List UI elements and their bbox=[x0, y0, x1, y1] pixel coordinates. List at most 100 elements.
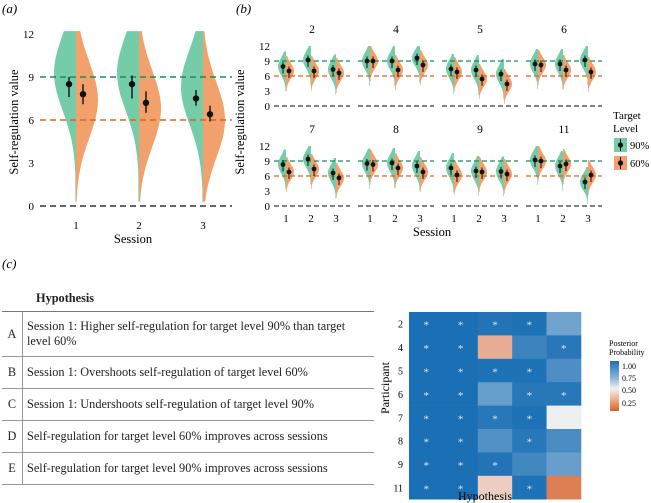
heatmap-cell bbox=[546, 312, 582, 336]
legend-title-2: Level bbox=[613, 123, 638, 135]
panel-a-ytick: 0 bbox=[29, 201, 35, 213]
heatmap-cell bbox=[443, 358, 479, 383]
hypothesis-text: Session 1: Overshoots self-regulation of… bbox=[22, 356, 374, 389]
heatmap-cell bbox=[443, 452, 479, 477]
mean-point bbox=[389, 58, 395, 64]
heatmap-ylabel: Participant bbox=[378, 361, 392, 414]
heatmap-xlabel: Hypothesis bbox=[458, 489, 512, 503]
hypothesis-label: A bbox=[2, 311, 23, 357]
legend: Target Level 90% 60% bbox=[613, 110, 650, 170]
panel-b-ytick: 9 bbox=[265, 56, 271, 68]
legend-label-60: 60% bbox=[630, 159, 650, 170]
mean-point bbox=[414, 163, 420, 169]
significance-star: * bbox=[458, 320, 464, 332]
heatmap-ytick: 6 bbox=[398, 390, 403, 401]
panel-b-xtick: 1 bbox=[451, 213, 457, 225]
panel-a-xtick: 2 bbox=[136, 220, 142, 232]
mean-point bbox=[454, 69, 460, 75]
mean-point bbox=[563, 67, 569, 73]
violin-60 bbox=[370, 149, 378, 185]
heatmap-cell bbox=[546, 452, 582, 477]
mean-point bbox=[454, 172, 460, 178]
hypothesis-label: C bbox=[2, 388, 23, 421]
panel-label-c: (c) bbox=[2, 256, 16, 271]
heatmap-cell bbox=[477, 452, 513, 477]
table-row: A Session 1: Higher self-regulation for … bbox=[2, 311, 374, 357]
significance-star: * bbox=[458, 460, 464, 472]
panel-b-ytick: 3 bbox=[265, 86, 271, 98]
panel-b-xtick: 3 bbox=[417, 213, 423, 225]
mean-point bbox=[414, 55, 420, 61]
mean-point bbox=[286, 68, 292, 74]
heatmap-cell bbox=[546, 429, 582, 453]
violin-90 bbox=[387, 46, 395, 86]
panel-b-xtick: 1 bbox=[535, 213, 541, 225]
violin-90 bbox=[117, 31, 139, 202]
mean-point bbox=[498, 71, 504, 77]
mean-point bbox=[336, 70, 342, 76]
violin-90 bbox=[328, 158, 336, 198]
mean-point bbox=[311, 68, 317, 74]
panel-a-ytick: 6 bbox=[29, 115, 35, 127]
panel-b-ylabel: Self-regulation value bbox=[233, 69, 247, 175]
mean-point bbox=[128, 80, 136, 88]
hypothesis-text: Session 1: Undershoots self-regulation o… bbox=[22, 388, 374, 421]
significance-star: * bbox=[561, 343, 567, 355]
significance-star: * bbox=[561, 390, 567, 402]
violin-60 bbox=[454, 160, 462, 195]
mean-point bbox=[420, 169, 426, 175]
mean-point bbox=[364, 58, 370, 64]
mean-point bbox=[473, 168, 479, 174]
significance-star: * bbox=[527, 320, 533, 332]
violin-90 bbox=[278, 149, 286, 190]
violin-90 bbox=[580, 46, 588, 85]
violin-60 bbox=[479, 157, 487, 192]
hypothesis-label: B bbox=[2, 356, 23, 389]
significance-star: * bbox=[423, 367, 429, 379]
violin-60 bbox=[538, 50, 546, 85]
legend-title-1: Target bbox=[613, 110, 641, 122]
violin-60 bbox=[420, 157, 428, 192]
violin-60 bbox=[588, 57, 596, 92]
panel-a-ytick: 9 bbox=[29, 72, 35, 84]
mean-point bbox=[206, 111, 214, 118]
heatmap-cell bbox=[477, 382, 513, 406]
facet-strip-label: 6 bbox=[561, 24, 567, 36]
significance-star: * bbox=[458, 343, 464, 355]
mean-point bbox=[192, 95, 200, 102]
panel-b-xtick: 3 bbox=[333, 213, 339, 225]
mean-point bbox=[336, 175, 342, 181]
mean-point bbox=[504, 171, 510, 177]
violin-90 bbox=[54, 31, 76, 202]
significance-star: * bbox=[527, 390, 533, 402]
table-row: C Session 1: Undershoots self-regulation… bbox=[2, 388, 374, 421]
heatmap-cell bbox=[443, 475, 479, 500]
heatmap-ytick: 9 bbox=[398, 460, 403, 471]
mean-point bbox=[370, 58, 376, 64]
heatmap-cell bbox=[546, 382, 582, 406]
panel-a-xlabel: Session bbox=[114, 232, 153, 246]
hypothesis-text: Self-regulation for target level 90% imp… bbox=[22, 452, 374, 485]
table-header-row: Hypothesis bbox=[2, 285, 374, 312]
significance-star: * bbox=[423, 413, 429, 425]
violin-60 bbox=[286, 157, 294, 192]
significance-star: * bbox=[423, 484, 429, 496]
violin-60 bbox=[370, 46, 378, 81]
heatmap-cell bbox=[512, 475, 547, 500]
heatmap-cell bbox=[546, 475, 582, 500]
mean-point bbox=[563, 161, 569, 167]
heatmap-ytick: 11 bbox=[393, 484, 403, 495]
panel-b-xtick: 2 bbox=[392, 213, 398, 225]
mean-point bbox=[479, 76, 485, 82]
heatmap-ytick: 2 bbox=[398, 320, 403, 331]
mean-point bbox=[395, 165, 401, 171]
mean-point bbox=[557, 61, 563, 67]
panel-a-ytick: 3 bbox=[29, 158, 35, 170]
facet-strip-label: 2 bbox=[309, 24, 315, 36]
colorbar-tick-050: 0.50 bbox=[622, 386, 636, 395]
panel-a-xtick: 1 bbox=[73, 220, 79, 232]
heatmap-cell bbox=[443, 335, 479, 360]
facet-strip-label: 5 bbox=[477, 24, 483, 36]
heatmap-cell bbox=[512, 382, 547, 406]
